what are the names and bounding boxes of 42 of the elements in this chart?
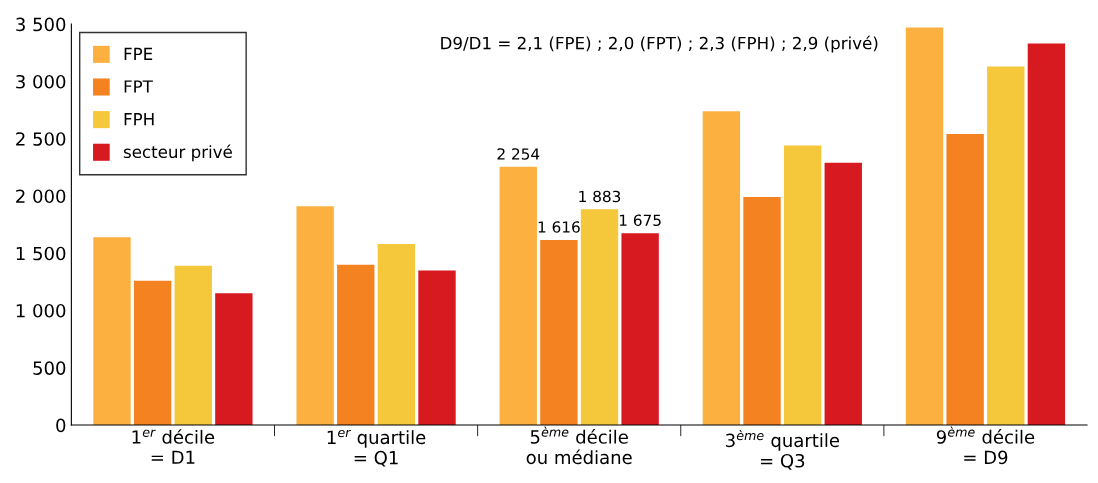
- bar: [540, 239, 578, 426]
- bar: [580, 209, 619, 426]
- x-tick-label: 1$^{er}$ quartile = Q1: [327, 429, 426, 467]
- legend-label: secteur privé: [123, 144, 232, 162]
- x-tick-label: 1$^{er}$ décile = D1: [132, 429, 215, 464]
- data-label: 1 883: [579, 190, 621, 203]
- legend-label: FPE: [124, 47, 153, 60]
- y-tick-label: 2 500: [16, 132, 66, 146]
- bar: [824, 162, 862, 426]
- y-tick-label: 3 500: [16, 17, 66, 32]
- bar: [783, 145, 822, 426]
- bar: [418, 270, 456, 426]
- bar: [93, 237, 131, 426]
- y-tick-label: 2 000: [16, 189, 66, 204]
- data-label: 1 616: [538, 221, 580, 233]
- bar: [1027, 43, 1066, 426]
- bar: [296, 206, 334, 426]
- annotation: D9/D1 = 2,1 (FPE) ; 2,0 (FPT) ; 2,3 (FPH) ; 2,9 (privé): [441, 35, 878, 53]
- bar: [133, 280, 172, 426]
- x-tick-label: 5$^{ème}$ décile ou médiane: [526, 426, 632, 465]
- y-tick-label: 0: [56, 418, 66, 433]
- y-tick-label: 1 500: [16, 246, 66, 261]
- bar: [743, 197, 781, 426]
- y-tick-label: 500: [33, 361, 66, 375]
- bar: [702, 111, 741, 426]
- legend-label: FPT: [124, 80, 153, 93]
- bar: [377, 244, 416, 426]
- bar: [905, 27, 944, 426]
- x-tick-label: 3$^{ème}$ quartile = Q3: [726, 429, 840, 470]
- bar: [987, 66, 1025, 426]
- y-tick-label: 3 000: [16, 74, 66, 89]
- bar: [621, 233, 659, 426]
- bar: [946, 134, 984, 426]
- bar: [499, 166, 537, 426]
- data-label: 1 675: [619, 214, 661, 227]
- legend-label: FPH: [124, 113, 154, 126]
- bar: [215, 293, 253, 426]
- data-label: 2 254: [497, 148, 540, 160]
- bar: [337, 264, 375, 426]
- y-tick-label: 1 000: [16, 303, 66, 318]
- bar: [174, 265, 212, 426]
- x-tick-label: 9$^{ème}$ décile = D9: [936, 426, 1035, 465]
